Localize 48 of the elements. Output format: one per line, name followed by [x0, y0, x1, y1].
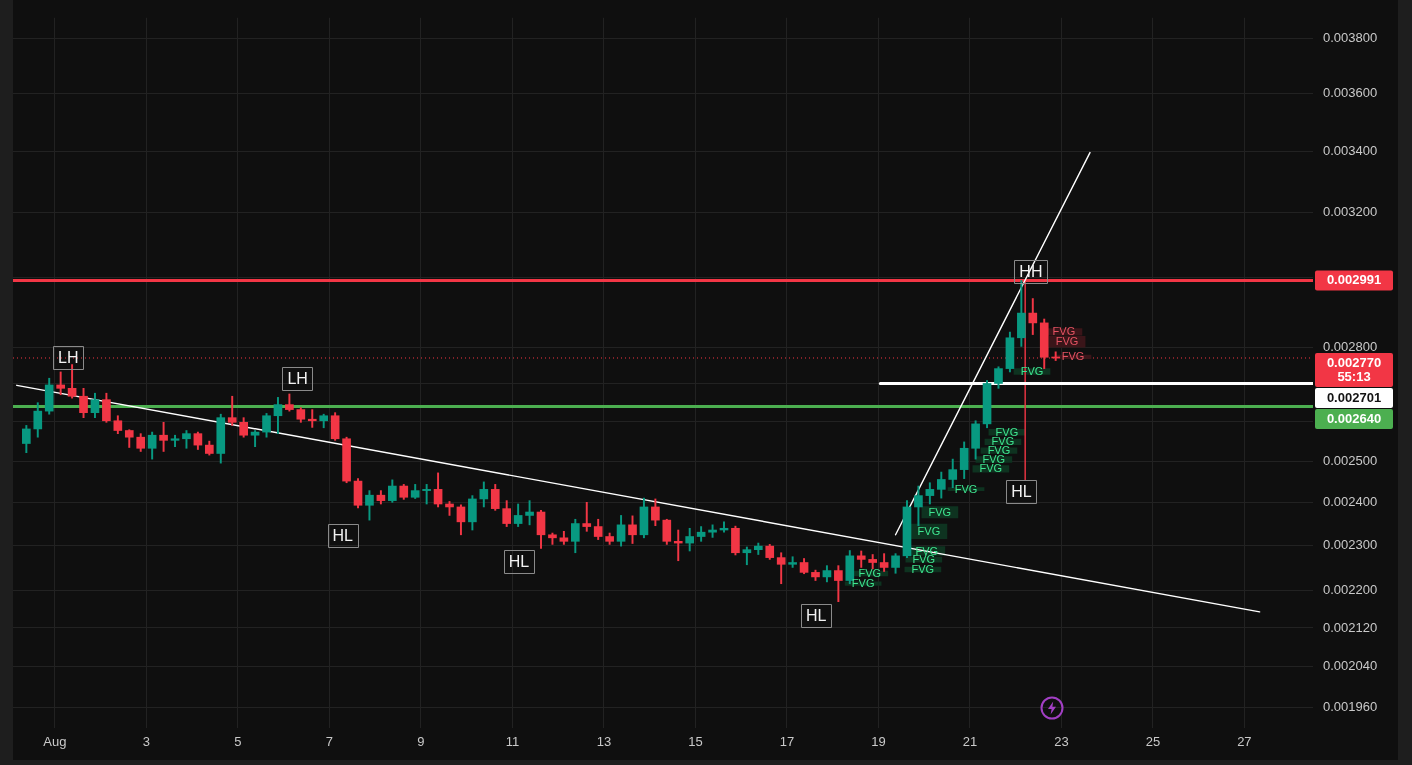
y-tick-label: 0.003400 — [1323, 142, 1378, 158]
data-label: FVG — [1052, 325, 1076, 338]
ref-line-label: 0.002991 — [1326, 272, 1382, 288]
y-tick-label: 0.002200 — [1323, 582, 1378, 598]
x-tick-label: 11 — [505, 734, 520, 750]
y-tick-label: 0.002040 — [1323, 658, 1378, 674]
annotation: LH — [287, 370, 308, 388]
y-tick-label: 0.002300 — [1323, 537, 1378, 553]
x-tick-label: 27 — [1237, 734, 1252, 750]
x-tick-label: 17 — [779, 734, 795, 750]
x-tick-label: 3 — [142, 734, 151, 750]
x-tick-label: 15 — [688, 734, 703, 750]
x-tick-label: 25 — [1145, 734, 1161, 750]
annotation: HL — [508, 552, 530, 570]
x-tick-label: 5 — [234, 734, 242, 750]
y-tick-label: 0.002500 — [1323, 453, 1378, 469]
candlestick — [307, 409, 317, 428]
data-label: FVG — [858, 567, 882, 580]
x-tick-label: 21 — [962, 734, 978, 750]
y-tick-label: 0.001960 — [1323, 698, 1378, 714]
x-tick-label: 9 — [417, 734, 425, 750]
annotation: HL — [805, 607, 827, 625]
data-label: FVG — [917, 524, 941, 537]
annotation: HL — [332, 527, 354, 545]
candlestick — [582, 501, 592, 532]
data-label: FVG — [954, 482, 978, 495]
annotation: HL — [1011, 483, 1032, 501]
data-label: FVG — [995, 425, 1019, 438]
data-label: FVG — [851, 577, 875, 590]
y-tick-label: 0.002400 — [1323, 494, 1378, 510]
data-label: 0.002701 — [1326, 389, 1382, 405]
x-tick-label: 19 — [871, 734, 886, 750]
data-label: FVG — [1055, 335, 1079, 348]
x-tick-label: 13 — [596, 734, 612, 750]
data-label: FVG — [1061, 350, 1085, 363]
y-tick-label: 0.003600 — [1323, 84, 1378, 100]
candlestick — [422, 484, 431, 505]
y-tick-label: 0.003200 — [1323, 203, 1378, 219]
ref-line-label: 0.002770 55:13 — [1326, 354, 1382, 384]
y-tick-label: 0.002800 — [1323, 338, 1378, 354]
y-tick-label: 0.002120 — [1323, 619, 1378, 635]
annotation: LH — [58, 348, 79, 366]
x-tick-label: 7 — [325, 734, 334, 750]
x-tick-label: Aug — [43, 734, 67, 750]
data-label: FVG — [928, 505, 952, 518]
x-tick-label: 23 — [1054, 734, 1069, 750]
y-tick-label: 0.003800 — [1323, 30, 1378, 46]
ref-line-label: 0.002640 — [1326, 410, 1382, 426]
